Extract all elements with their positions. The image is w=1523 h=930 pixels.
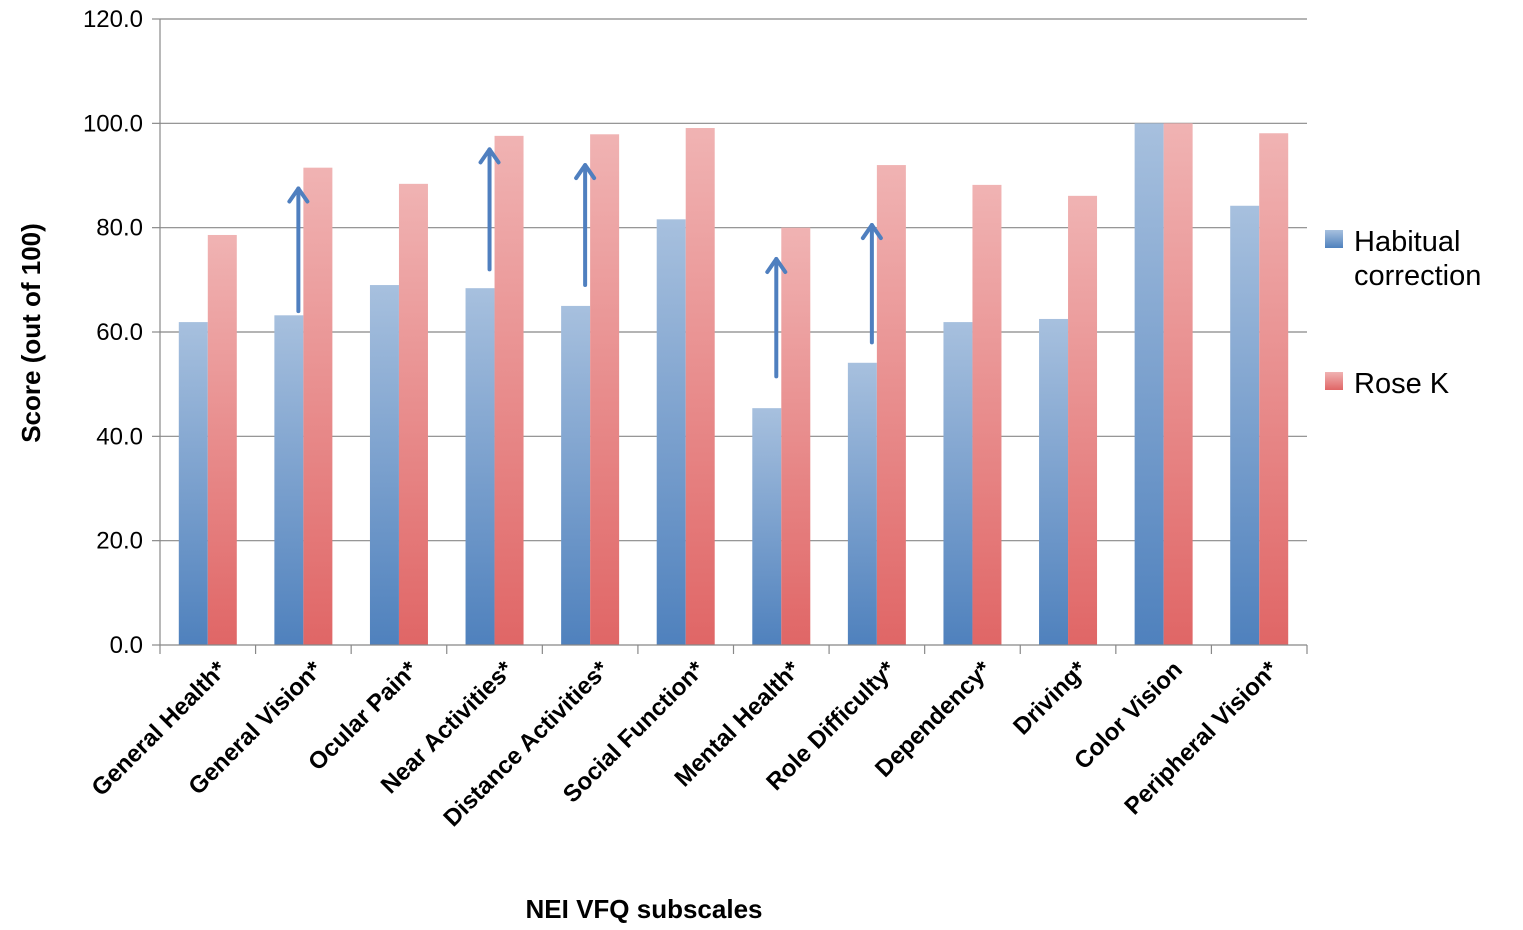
y-tick-label: 120.0 xyxy=(83,6,143,33)
bar-rose-k xyxy=(972,184,1002,645)
bar-rose-k xyxy=(876,165,906,646)
bar-habitual xyxy=(1039,318,1069,645)
bar-habitual xyxy=(178,322,208,645)
bar-rose-k xyxy=(685,128,715,646)
arrow-head xyxy=(765,256,788,274)
grid xyxy=(152,18,1307,646)
legend-swatch xyxy=(1325,230,1343,248)
bar-rose-k xyxy=(781,227,811,645)
arrow-head xyxy=(860,223,883,241)
bar-habitual xyxy=(274,315,304,645)
bar-rose-k xyxy=(1068,195,1098,645)
bar-habitual xyxy=(561,305,591,645)
annotation-arrows xyxy=(287,147,883,379)
bar-habitual xyxy=(847,362,877,645)
bars xyxy=(178,123,1289,646)
y-tick-label: 100.0 xyxy=(83,110,143,137)
x-axis-title: NEI VFQ subscales xyxy=(526,894,763,924)
legend-label-line: correction xyxy=(1354,260,1481,292)
improvement-arrow xyxy=(574,163,597,288)
improvement-arrow xyxy=(287,186,310,314)
bar-rose-k xyxy=(1259,133,1289,645)
bar-habitual xyxy=(1230,205,1260,646)
bar-habitual xyxy=(465,288,495,645)
legend-item: Rose K xyxy=(1325,368,1450,400)
bar-habitual xyxy=(1134,123,1164,646)
improvement-arrow xyxy=(765,256,788,379)
legend-label-line: Rose K xyxy=(1354,368,1450,400)
x-category-label: Distance Activities* xyxy=(438,656,614,832)
bar-habitual xyxy=(369,285,399,645)
legend-label: Rose K xyxy=(1354,368,1450,400)
y-tick-label: 20.0 xyxy=(96,528,143,555)
arrow-head xyxy=(574,163,597,181)
bar-rose-k xyxy=(494,135,524,645)
bar-rose-k xyxy=(1163,123,1193,646)
y-axis-title: Score (out of 100) xyxy=(16,223,46,443)
improvement-arrow xyxy=(860,223,883,345)
bar-rose-k xyxy=(398,183,428,645)
bar-rose-k xyxy=(303,167,333,646)
y-tick-label: 40.0 xyxy=(96,423,143,450)
bar-rose-k xyxy=(207,234,237,645)
y-tick-label: 80.0 xyxy=(96,215,143,242)
arrow-head xyxy=(287,186,310,204)
legend-swatch xyxy=(1325,372,1343,390)
axes xyxy=(159,19,1308,654)
legend-label-line: Habitual xyxy=(1354,226,1460,258)
arrow-head xyxy=(478,147,501,165)
x-category-label: Driving* xyxy=(1008,656,1093,741)
legend-item: Habitual correction xyxy=(1325,226,1481,292)
bar-rose-k xyxy=(590,134,620,645)
bar-habitual xyxy=(656,219,686,645)
y-tick-label: 0.0 xyxy=(110,632,143,659)
y-tick-label: 60.0 xyxy=(96,319,143,346)
legend: Habitual correction Rose K xyxy=(1325,226,1481,400)
legend-label: Habitual correction xyxy=(1354,226,1481,292)
bar-habitual xyxy=(943,322,973,645)
bar-habitual xyxy=(752,408,782,645)
improvement-arrow xyxy=(478,147,501,272)
